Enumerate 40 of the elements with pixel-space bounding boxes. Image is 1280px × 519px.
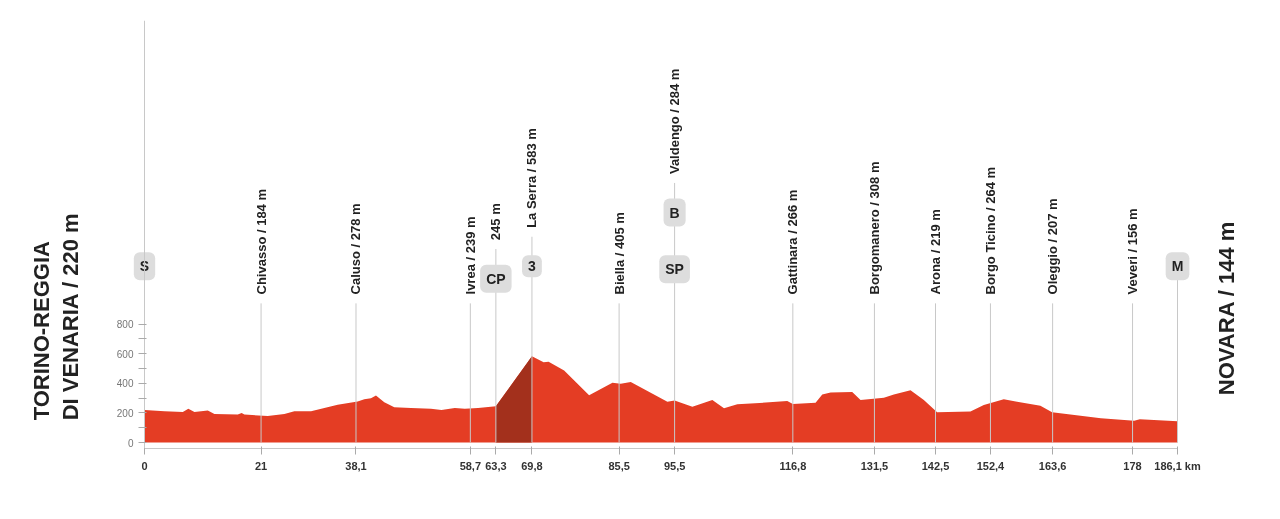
- y-tick-label: 200: [116, 407, 134, 419]
- annotation: B: [669, 204, 680, 221]
- x-tick-label: 163,6: [1038, 459, 1067, 472]
- x-tick-label: 142,5: [921, 459, 950, 472]
- ref-line-label: Borgo Ticino / 264 m: [982, 166, 998, 295]
- x-tick-label: 38,1: [345, 459, 367, 472]
- x-tick-label: 95,5: [663, 459, 686, 472]
- x-tick-label: 116,8: [779, 459, 807, 472]
- text: TORINO-REGGIA DI VENARIA / 220 m: [28, 213, 83, 421]
- annotation: CP: [486, 270, 506, 287]
- ref-line-label: Veveri / 156 m: [1125, 208, 1141, 295]
- y-tick-label: 400: [116, 378, 134, 390]
- ref-line-label: Chivasso / 184 m: [253, 188, 269, 295]
- x-tick-label: 69,8: [521, 459, 543, 472]
- x-tick-label: 131,5: [860, 459, 889, 472]
- y-tick-label: 0: [127, 437, 134, 449]
- annotation: SP: [665, 261, 684, 278]
- ref-line-label: Ivrea / 239 m: [462, 216, 478, 295]
- x-tick-label: 63,3: [485, 459, 507, 472]
- annotation: M: [1171, 258, 1184, 275]
- ref-line-label: Oleggio / 207 m: [1045, 198, 1061, 295]
- annotation: 3: [528, 258, 537, 275]
- x-tick-label: 152,4: [976, 459, 1006, 472]
- x-tick-label: 178: [1123, 459, 1142, 472]
- ref-line-label: 245 m: [488, 203, 504, 241]
- x-tick-label: 186,1 km: [1154, 459, 1201, 472]
- ref-line-label: Gattinara / 266 m: [785, 189, 801, 295]
- ref-line-label: Valdengo / 284 m: [667, 68, 683, 175]
- y-tick-label: 600: [116, 348, 134, 360]
- text: NOVARA / 144 m: [1213, 221, 1239, 396]
- x-tick-label: 85,5: [608, 459, 630, 472]
- x-tick-label: 21: [254, 459, 268, 472]
- x-tick-label: 0: [141, 459, 148, 472]
- ref-line-label: Caluso / 278 m: [348, 203, 364, 295]
- ref-line-label: Biella / 405 m: [611, 212, 627, 295]
- ref-line-label: La Serra / 583 m: [524, 128, 540, 228]
- y-tick-label: 800: [116, 319, 134, 331]
- x-tick-label: 58,7: [459, 459, 482, 472]
- ref-line-label: Borgomanero / 308 m: [866, 161, 882, 295]
- ref-line-label: Arona / 219 m: [927, 209, 943, 295]
